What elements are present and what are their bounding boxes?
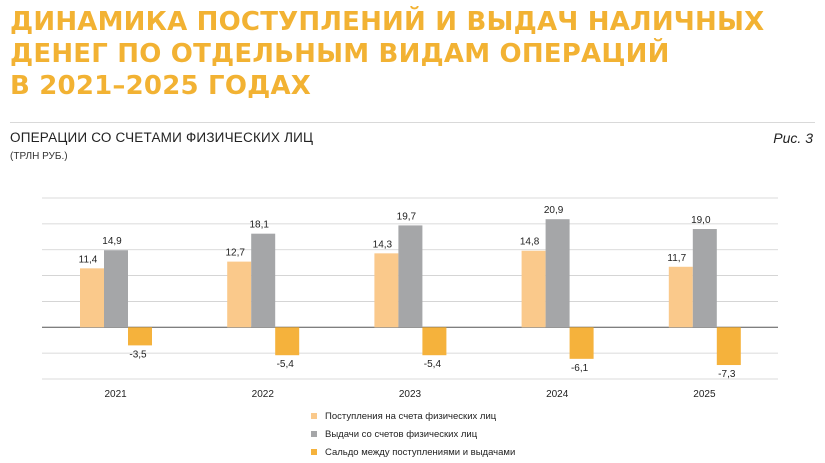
x-tick-label: 2022	[252, 389, 275, 400]
data-label: -7,3	[718, 369, 736, 380]
data-label: -6,1	[571, 363, 589, 374]
bar	[128, 327, 152, 346]
legend-swatch-balance	[311, 449, 317, 455]
data-label: 19,7	[397, 211, 417, 222]
x-tick-label: 2023	[399, 389, 422, 400]
data-label: 12,7	[225, 248, 245, 259]
bar	[398, 225, 423, 328]
legend-label: Сальдо между поступлениями и выдачами	[325, 446, 516, 458]
x-tick-label: 2021	[104, 389, 127, 400]
legend-label: Выдачи со счетов физических лиц	[325, 428, 478, 440]
bar	[422, 327, 447, 356]
data-label: 20,9	[544, 205, 564, 216]
chart-units: (ТРЛН РУБ.)	[10, 151, 68, 162]
data-label: 14,8	[520, 237, 540, 248]
bar	[227, 261, 252, 328]
figure-label: Рис. 3	[773, 130, 813, 146]
title-line: ДЕНЕГ ПО ОТДЕЛЬНЫМ ВИДАМ ОПЕРАЦИЙ	[10, 39, 670, 69]
data-label: -5,4	[277, 359, 295, 370]
bar	[692, 229, 717, 328]
legend-item: Сальдо между поступлениями и выдачами	[311, 443, 515, 461]
chart-legend: Поступления на счета физических лиц Выда…	[311, 407, 515, 461]
bar	[251, 233, 276, 328]
bar	[569, 327, 594, 359]
bar	[545, 219, 570, 328]
legend-swatch-receipts	[311, 413, 317, 419]
bar	[716, 327, 741, 366]
bar	[104, 250, 128, 328]
data-label: 19,0	[691, 215, 711, 226]
bar	[521, 250, 546, 328]
data-label: -3,5	[129, 349, 147, 360]
legend-label: Поступления на счета физических лиц	[325, 410, 497, 422]
bar	[80, 268, 104, 328]
legend-item: Выдачи со счетов физических лиц	[311, 425, 515, 443]
data-label: 14,9	[102, 236, 122, 247]
x-tick-label: 2024	[546, 389, 569, 400]
title-line: ДИНАМИКА ПОСТУПЛЕНИЙ И ВЫДАЧ НАЛИЧНЫХ	[10, 7, 765, 37]
data-label: 11,4	[79, 254, 98, 265]
chart-subtitle: ОПЕРАЦИИ СО СЧЕТАМИ ФИЗИЧЕСКИХ ЛИЦ	[10, 130, 314, 145]
bar	[668, 266, 693, 328]
x-tick-label: 2025	[693, 389, 716, 400]
data-label: 18,1	[249, 220, 269, 231]
title-line: В 2021–2025 ГОДАХ	[10, 71, 312, 101]
data-label: 11,7	[667, 253, 686, 264]
legend-swatch-withdrawals	[311, 431, 317, 437]
page-title: ДИНАМИКА ПОСТУПЛЕНИЙ И ВЫДАЧ НАЛИЧНЫХ ДЕ…	[10, 6, 810, 102]
data-label: -5,4	[424, 359, 442, 370]
legend-item: Поступления на счета физических лиц	[311, 407, 515, 425]
data-label: 14,3	[373, 239, 393, 250]
divider	[10, 122, 815, 123]
bar	[275, 327, 300, 356]
bar	[374, 253, 399, 328]
